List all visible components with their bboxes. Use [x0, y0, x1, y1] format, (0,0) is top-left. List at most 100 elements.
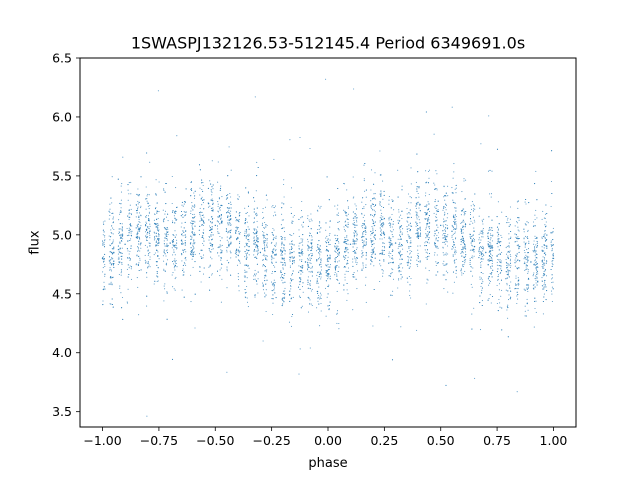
data-point: [166, 249, 168, 251]
data-point: [257, 238, 259, 240]
data-point: [229, 222, 231, 224]
data-point: [102, 267, 104, 269]
data-point: [155, 206, 157, 209]
data-point: [500, 234, 502, 236]
data-point: [118, 252, 120, 254]
data-point: [311, 248, 313, 250]
data-point: [445, 226, 447, 229]
data-point: [552, 255, 554, 257]
data-point: [398, 227, 401, 229]
data-point: [336, 264, 338, 267]
data-point: [382, 216, 384, 218]
data-point: [254, 296, 256, 298]
data-point: [526, 221, 528, 223]
data-point: [399, 251, 401, 253]
data-point: [335, 265, 337, 267]
data-point: [149, 161, 151, 163]
data-point: [118, 232, 120, 235]
data-point: [149, 230, 151, 233]
data-point: [326, 240, 328, 242]
data-point: [406, 251, 408, 253]
data-point: [479, 302, 481, 304]
data-point: [407, 216, 409, 218]
data-point: [226, 259, 228, 261]
data-point: [272, 233, 274, 235]
data-point: [426, 204, 428, 206]
data-point: [272, 205, 274, 207]
data-point: [343, 284, 345, 286]
data-point: [534, 300, 536, 302]
data-point: [453, 214, 455, 216]
data-point: [392, 220, 394, 223]
data-point: [406, 228, 408, 230]
data-point: [244, 296, 246, 298]
data-point: [374, 230, 377, 232]
data-point: [496, 302, 498, 305]
data-point: [156, 280, 158, 283]
data-point: [401, 254, 403, 256]
data-point: [470, 283, 472, 285]
data-point: [111, 225, 113, 227]
data-point: [221, 237, 223, 239]
data-point: [409, 222, 411, 224]
data-point: [362, 224, 364, 226]
data-point: [302, 221, 304, 223]
data-point: [164, 238, 166, 240]
data-point: [244, 251, 246, 253]
data-point: [138, 201, 140, 203]
data-point: [526, 265, 528, 267]
data-point: [416, 153, 418, 155]
data-point: [174, 245, 176, 247]
data-point: [418, 187, 420, 189]
data-point: [454, 217, 456, 219]
data-point: [334, 269, 337, 271]
data-point: [496, 226, 499, 228]
data-point: [508, 264, 510, 266]
data-point: [194, 327, 196, 329]
data-point: [362, 227, 364, 229]
data-point: [354, 243, 356, 245]
data-point: [201, 188, 203, 191]
data-point: [149, 205, 151, 207]
data-point: [130, 181, 132, 183]
data-point: [400, 254, 402, 257]
data-point: [382, 219, 384, 221]
data-point: [299, 242, 301, 244]
data-point: [401, 210, 403, 212]
data-point: [265, 258, 267, 260]
data-point: [525, 254, 527, 256]
data-point: [455, 215, 457, 218]
data-point: [464, 270, 466, 272]
data-point: [327, 238, 329, 240]
data-point: [400, 278, 402, 280]
data-point: [175, 234, 177, 236]
data-point: [528, 202, 530, 204]
data-point: [172, 239, 174, 242]
data-point: [381, 269, 383, 271]
data-point: [443, 221, 445, 223]
data-point: [227, 211, 229, 213]
data-point: [284, 265, 286, 267]
data-point: [317, 271, 319, 273]
data-point: [516, 222, 519, 224]
data-point: [191, 205, 193, 207]
data-point: [181, 222, 183, 224]
data-point: [193, 232, 195, 234]
data-point: [544, 229, 546, 232]
data-point: [398, 245, 400, 247]
data-point: [536, 240, 538, 242]
data-point: [379, 217, 381, 219]
data-point: [149, 237, 151, 239]
data-point: [488, 115, 490, 117]
data-point: [461, 251, 463, 253]
data-point: [264, 242, 266, 244]
data-point: [164, 236, 166, 238]
data-point: [202, 257, 204, 259]
data-point: [381, 253, 383, 255]
data-point: [109, 239, 111, 241]
data-point: [471, 245, 473, 247]
data-point: [200, 219, 202, 221]
data-point: [138, 243, 140, 245]
data-point: [290, 280, 293, 282]
data-point: [184, 234, 187, 236]
